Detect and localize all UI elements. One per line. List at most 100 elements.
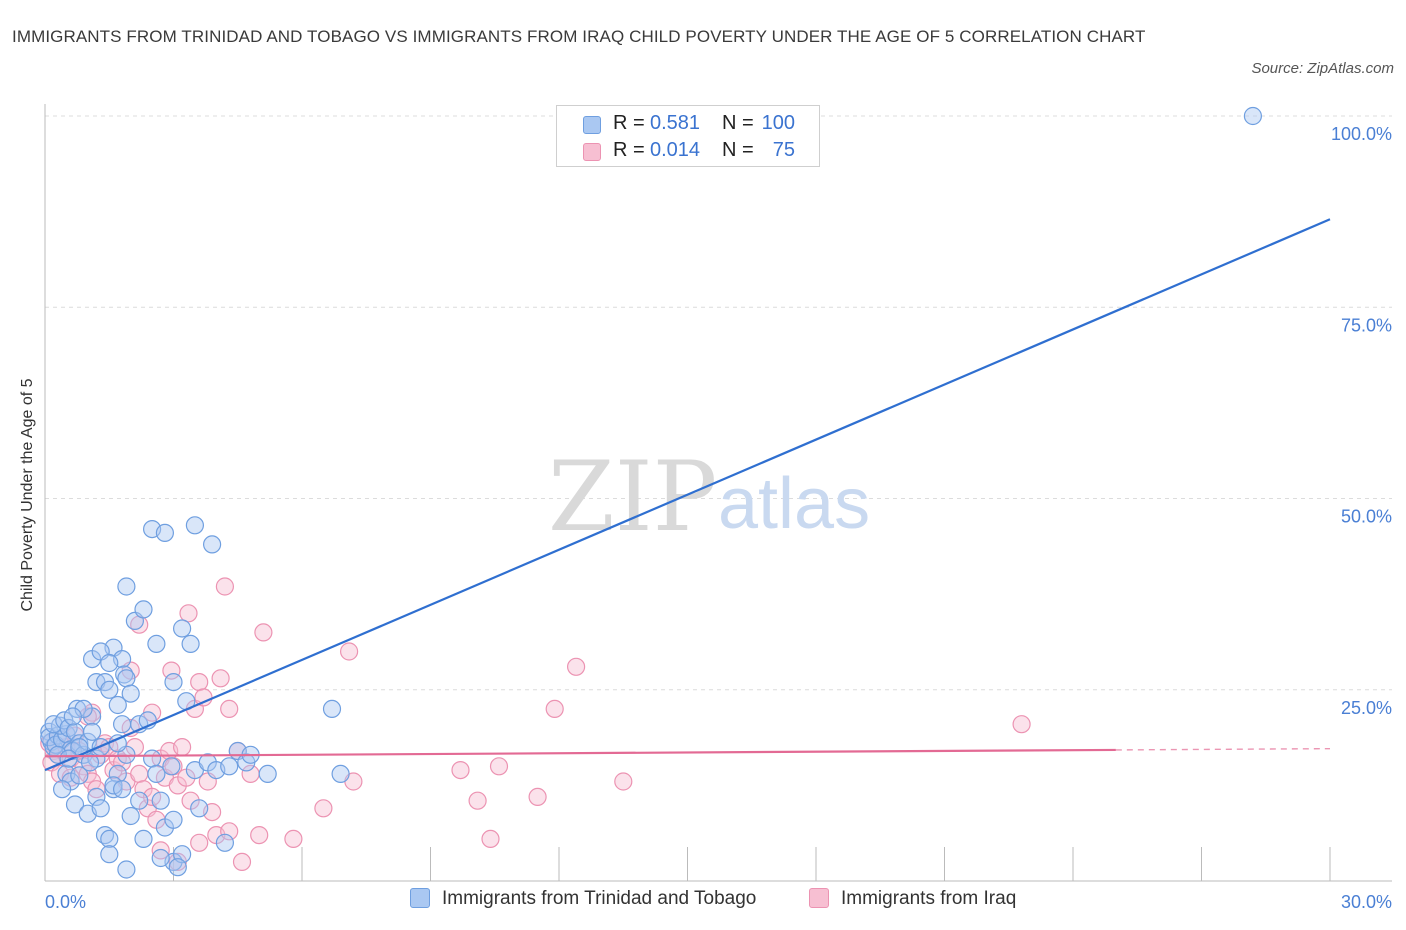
trinidad-point — [80, 753, 100, 772]
y-tick-label: 100.0% — [1331, 124, 1392, 144]
trinidad-point — [87, 787, 106, 807]
legend-r-label: R = — [613, 112, 645, 134]
trinidad-point — [65, 795, 85, 814]
iraq-point — [314, 799, 333, 818]
trinidad-point — [220, 757, 239, 776]
iraq-point — [162, 661, 181, 680]
legend-item-iraq[interactable]: Immigrants from Iraq — [809, 888, 1016, 910]
trinidad-point — [147, 764, 166, 784]
trinidad-point — [331, 764, 350, 784]
iraq-point — [211, 669, 230, 688]
iraq-point — [340, 642, 359, 661]
trinidad-point — [143, 749, 162, 768]
iraq-point — [190, 672, 209, 692]
legend-item-trinidad[interactable]: Immigrants from Trinidad and Tobago — [410, 888, 756, 910]
legend-r-value-pink: 0.014 — [650, 139, 701, 161]
trinidad-point — [91, 799, 110, 818]
iraq-point — [1012, 715, 1031, 734]
trinidad-point — [44, 715, 63, 734]
y-tick-label: 25.0% — [1341, 698, 1392, 718]
legend-row-pink: R = 0.014 N = 75 — [557, 139, 819, 165]
trinidad-point — [258, 764, 277, 784]
watermark-atlas: atlas — [718, 464, 870, 544]
trinidad-point — [1243, 106, 1263, 126]
iraq-point — [528, 787, 547, 807]
iraq-point — [190, 833, 209, 852]
trinidad-point — [134, 829, 153, 849]
watermark-zip: ZIP — [548, 441, 717, 553]
trend-lines — [44, 218, 1331, 772]
correlation-legend: R = 0.581 N = 100 R = 0.014 N = 75 — [556, 105, 820, 167]
legend-n-value-blue: 100 — [761, 112, 795, 134]
trinidad-point — [173, 619, 192, 638]
trinidad-point — [108, 695, 127, 715]
iraq-point — [566, 657, 586, 676]
source-label: Source: ZipAtlas.com — [1251, 60, 1394, 77]
trinidad-point — [181, 634, 200, 654]
iraq-point — [284, 829, 303, 849]
series-iraq-points — [40, 577, 1031, 872]
iraq-point — [232, 852, 252, 872]
legend-n-label: N = — [722, 112, 754, 134]
trinidad-point — [100, 680, 119, 699]
legend-swatch-iraq — [809, 888, 829, 908]
x-tick-label: 30.0% — [1341, 892, 1392, 912]
trinidad-point — [164, 672, 183, 692]
chart-title: IMMIGRANTS FROM TRINIDAD AND TOBAGO VS I… — [12, 27, 1146, 46]
y-tick-label: 50.0% — [1341, 507, 1392, 527]
trinidad-point — [190, 799, 209, 818]
trinidad-point — [151, 791, 170, 810]
watermark: ZIP atlas — [548, 441, 870, 553]
trinidad-point — [104, 776, 123, 795]
trinidad-point — [48, 745, 68, 764]
legend-label-trinidad: Immigrants from Trinidad and Tobago — [442, 888, 757, 909]
legend-swatch-trinidad — [410, 888, 430, 908]
trinidad-point — [134, 600, 153, 619]
trinidad-point — [82, 722, 102, 741]
iraq-point — [545, 699, 564, 719]
y-tick-label: 75.0% — [1341, 315, 1392, 335]
legend-n-label: N = — [722, 139, 754, 161]
iraq-point — [130, 764, 149, 784]
iraq-point — [481, 829, 500, 849]
trinidad-point — [100, 845, 119, 864]
x-tick-labels: 0.0% 30.0% — [45, 892, 1392, 912]
trinidad-point — [117, 860, 136, 879]
gridlines — [45, 115, 1392, 691]
legend-swatch-pink — [583, 143, 601, 161]
legend-n-value-pink: 75 — [772, 139, 795, 161]
trinidad-point — [147, 634, 166, 654]
y-tick-labels: 25.0% 50.0% 75.0% 100.0% — [1331, 124, 1392, 718]
trinidad-point — [117, 577, 136, 596]
iraq-point — [614, 772, 633, 791]
trinidad-point — [117, 669, 136, 688]
trinidad-point — [168, 858, 187, 877]
trinidad-point — [151, 848, 170, 868]
iraq-point — [194, 688, 213, 707]
trinidad-point — [121, 684, 140, 703]
trinidad-point — [70, 766, 89, 785]
iraq-point — [250, 825, 269, 845]
trinidad-point — [100, 653, 119, 673]
legend-r-label: R = — [613, 139, 645, 161]
trinidad-point — [162, 757, 181, 776]
iraq-point — [489, 757, 509, 776]
iraq-point — [468, 791, 487, 810]
iraq-point — [254, 623, 273, 642]
trinidad-point — [100, 829, 119, 849]
iraq-point — [179, 604, 198, 623]
series-trinidad-points — [40, 106, 1263, 879]
trinidad-point — [203, 535, 222, 554]
iraq-point — [50, 764, 70, 784]
x-tick-label: 0.0% — [45, 892, 86, 912]
series-legend: Immigrants from Trinidad and Tobago Immi… — [0, 888, 1406, 918]
trinidad-point — [164, 810, 183, 829]
trinidad-point — [130, 791, 149, 810]
iraq-point — [151, 841, 170, 860]
trend-line-iraq-extension — [1115, 747, 1331, 751]
legend-label-iraq: Immigrants from Iraq — [841, 888, 1017, 909]
trinidad-point — [185, 516, 204, 535]
legend-row-blue: R = 0.581 N = 100 — [557, 112, 819, 138]
trinidad-point — [112, 715, 132, 734]
